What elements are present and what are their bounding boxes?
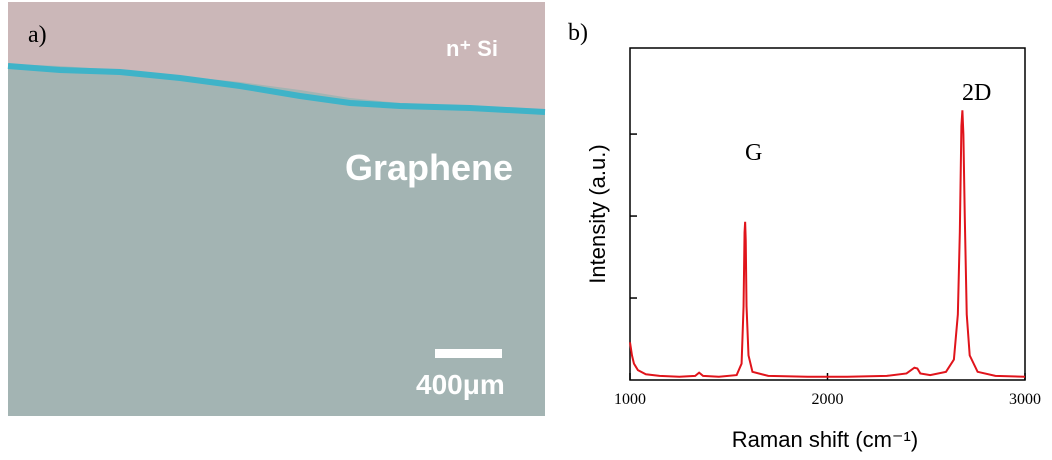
x-tick-label: 2000 — [812, 391, 844, 408]
silicon-region — [8, 2, 545, 110]
y-axis-label: Intensity (a.u.) — [585, 144, 610, 283]
micrograph: a) n⁺ Si Graphene 400μm — [7, 2, 546, 416]
x-tick-label: 1000 — [614, 391, 646, 408]
annotation: G — [745, 140, 762, 166]
material-label: Graphene — [345, 147, 513, 188]
scale-bar — [435, 349, 502, 358]
graphene-edge — [7, 63, 546, 115]
region-label: n⁺ Si — [446, 36, 498, 61]
scale-bar-label: 400μm — [416, 369, 505, 400]
annotation: 2D — [962, 80, 991, 106]
panel-label: a) — [28, 22, 47, 48]
raman-chart: b) G 2D Raman shift (cm⁻¹) Intensity (a.… — [568, 20, 1041, 452]
spectrum-line — [629, 110, 1026, 378]
x-axis-label: Raman shift (cm⁻¹) — [732, 427, 918, 452]
panel-label: b) — [568, 20, 588, 46]
x-tick-label: 3000 — [1009, 391, 1041, 408]
